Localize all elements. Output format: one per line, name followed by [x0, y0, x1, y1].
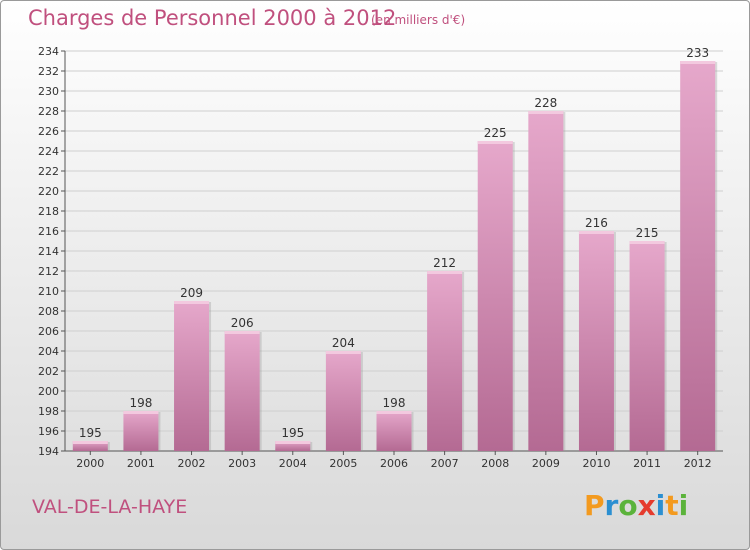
bar-2005: [325, 351, 361, 451]
data-label-2012: 233: [686, 46, 709, 60]
data-label-2010: 216: [585, 216, 608, 230]
y-tick-label: 226: [38, 125, 59, 138]
bar-2011: [629, 241, 665, 451]
proxiti-logo: Proxiti: [584, 489, 688, 522]
x-tick-label-2008: 2008: [481, 457, 509, 470]
x-tick-label-2010: 2010: [582, 457, 610, 470]
data-label-2006: 198: [383, 396, 406, 410]
y-tick-label: 234: [38, 45, 59, 58]
x-tick-label-2002: 2002: [178, 457, 206, 470]
logo-letter: P: [584, 489, 605, 522]
x-tick-label-2001: 2001: [127, 457, 155, 470]
bar-2009: [528, 111, 564, 451]
bar-2008: [477, 141, 513, 451]
logo-letter: i: [655, 489, 666, 522]
bars: [72, 61, 718, 451]
y-tick-label: 218: [38, 205, 59, 218]
y-tick-label: 200: [38, 385, 59, 398]
data-label-2009: 228: [534, 96, 557, 110]
bar-top-highlight: [427, 271, 463, 274]
bar-2002: [174, 301, 210, 451]
data-label-2011: 215: [636, 226, 659, 240]
logo-letter: o: [618, 489, 638, 522]
y-tick-label: 220: [38, 185, 59, 198]
data-labels: 195 198 209 206 195 204 198 212 225 228 216 215 233: [79, 46, 709, 440]
y-tick-label: 206: [38, 325, 59, 338]
data-label-2004: 195: [281, 426, 304, 440]
bar-top-highlight: [174, 301, 210, 304]
commune-name: VAL-DE-LA-HAYE: [32, 496, 188, 518]
bar-2010: [578, 231, 614, 451]
bar-top-highlight: [224, 331, 260, 334]
bar-top-highlight: [123, 411, 159, 414]
bar-top-highlight: [477, 141, 513, 144]
data-label-2008: 225: [484, 126, 507, 140]
bar-2001: [123, 411, 159, 451]
y-tick-label: 232: [38, 65, 59, 78]
bar-top-highlight: [578, 231, 614, 234]
data-label-2003: 206: [231, 316, 254, 330]
y-tick-label: 228: [38, 105, 59, 118]
y-tick-label: 210: [38, 285, 59, 298]
y-tick-label: 212: [38, 265, 59, 278]
grid-lines: [65, 50, 723, 452]
x-tick-label-2003: 2003: [228, 457, 256, 470]
x-tick-label-2009: 2009: [532, 457, 560, 470]
chart-subtitle: (en milliers d'€): [371, 13, 466, 27]
y-tick-label: 194: [38, 445, 59, 458]
bar-2006: [376, 411, 412, 451]
chart-title: Charges de Personnel 2000 à 2012: [28, 6, 397, 30]
y-tick-label: 202: [38, 365, 59, 378]
bar-top-highlight: [72, 441, 108, 444]
bar-2004: [275, 441, 311, 451]
bar-top-highlight: [680, 61, 716, 64]
x-tick-label-2012: 2012: [684, 457, 712, 470]
data-label-2007: 212: [433, 256, 456, 270]
logo-letter: i: [678, 489, 689, 522]
x-tick-label-2006: 2006: [380, 457, 408, 470]
y-tick-label: 196: [38, 425, 59, 438]
bar-2012: [680, 61, 716, 451]
x-tick-label-2004: 2004: [279, 457, 307, 470]
y-tick-label: 204: [38, 345, 59, 358]
y-tick-label: 198: [38, 405, 59, 418]
x-tick-label-2000: 2000: [76, 457, 104, 470]
x-tick-label-2007: 2007: [431, 457, 459, 470]
bar-2007: [427, 271, 463, 451]
y-tick-label: 208: [38, 305, 59, 318]
bar-2000: [72, 441, 108, 451]
bar-top-highlight: [629, 241, 665, 244]
y-tick-label: 222: [38, 165, 59, 178]
logo-letter: t: [665, 489, 679, 522]
bar-top-highlight: [275, 441, 311, 444]
logo-letter: r: [604, 489, 619, 522]
bar-top-highlight: [325, 351, 361, 354]
y-tick-label: 216: [38, 225, 59, 238]
bar-2003: [224, 331, 260, 451]
bar-top-highlight: [528, 111, 564, 114]
y-tick-label: 214: [38, 245, 59, 258]
data-label-2000: 195: [79, 426, 102, 440]
data-label-2005: 204: [332, 336, 355, 350]
x-tick-label-2011: 2011: [633, 457, 661, 470]
x-tick-label-2005: 2005: [329, 457, 357, 470]
logo-letter: x: [637, 489, 656, 522]
bar-top-highlight: [376, 411, 412, 414]
data-label-2001: 198: [129, 396, 152, 410]
y-tick-label: 224: [38, 145, 59, 158]
data-label-2002: 209: [180, 286, 203, 300]
y-tick-label: 230: [38, 85, 59, 98]
